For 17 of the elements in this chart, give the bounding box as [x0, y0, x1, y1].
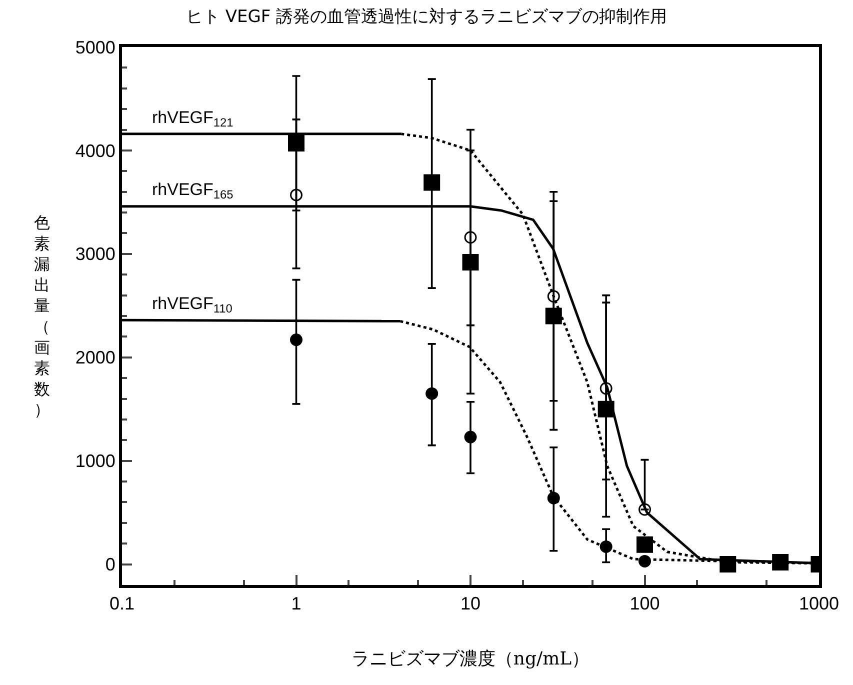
y-tick-label: 4000 [75, 140, 116, 161]
y-tick-label: 3000 [75, 244, 116, 264]
x-tick-label: 0.1 [109, 594, 135, 614]
y-tick-label: 1000 [75, 451, 116, 472]
series-label: rhVEGF$_{165}$ [152, 180, 234, 202]
x-tick-label: 10 [460, 594, 481, 614]
y-tick-label: 5000 [75, 37, 116, 58]
series-label: rhVEGF$_{110}$ [152, 294, 233, 316]
text: 色素漏出量（画素数） [34, 213, 50, 420]
y-tick-label: 0 [105, 554, 116, 575]
x-tick-label: 100 [630, 594, 660, 614]
y-tick-label: 2000 [75, 348, 116, 368]
x-tick-label: 1 [291, 594, 302, 614]
x-axis-title: ラニビズマブ濃度（ng/mL） [351, 648, 590, 670]
x-tick-label: 1000 [798, 594, 840, 614]
chart-title: ヒト VEGF 誘発の血管透過性に対するラニビズマブの抑制作用 [186, 7, 668, 28]
series-label: rhVEGF$_{121}$ [152, 108, 234, 130]
